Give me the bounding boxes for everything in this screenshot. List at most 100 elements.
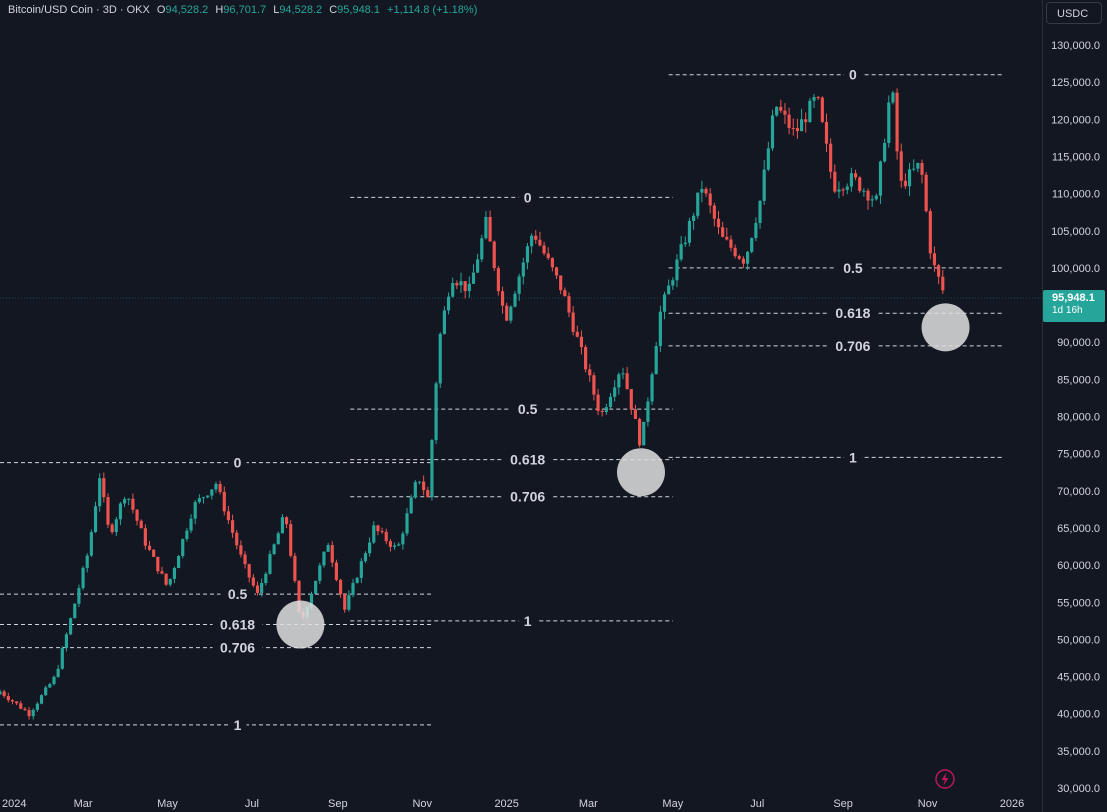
candle-body <box>787 114 791 128</box>
candle-body <box>509 306 513 321</box>
candle-body <box>110 524 114 533</box>
candle-body <box>39 695 44 704</box>
candle-body <box>64 634 69 649</box>
close-key: C <box>329 4 338 16</box>
candle-body <box>413 482 417 498</box>
candle-body <box>941 276 945 291</box>
candle-body <box>405 513 409 534</box>
candle-body <box>438 333 442 384</box>
candle-body <box>559 275 563 291</box>
candle-body <box>895 92 899 152</box>
candle-body <box>476 259 480 273</box>
candle-body <box>633 409 638 419</box>
candle-body <box>430 440 434 498</box>
candle-body <box>625 373 629 390</box>
candle-body <box>654 346 658 375</box>
fib-level-label: 0.706 <box>835 338 870 354</box>
candle-body <box>388 541 392 547</box>
candle-body <box>210 489 214 496</box>
candle-body <box>770 115 775 149</box>
candle-body <box>667 285 671 295</box>
candle-body <box>853 173 858 178</box>
candle-body <box>766 148 770 170</box>
candle-body <box>874 195 878 200</box>
candle-body <box>351 582 355 596</box>
candle-body <box>459 281 463 286</box>
candle-body <box>264 573 268 583</box>
candle-body <box>363 553 368 562</box>
fib-level-label: 0.5 <box>518 401 538 417</box>
candle-body <box>231 520 235 533</box>
candle-body <box>920 162 924 175</box>
candle-body <box>725 236 729 240</box>
fib-level-label: 0 <box>234 455 242 471</box>
candle-body <box>446 296 451 311</box>
bar-countdown: 1d 16h <box>1052 305 1083 316</box>
candle-body <box>309 593 314 608</box>
candle-body <box>733 247 737 257</box>
fib-label-backdrop <box>827 337 878 354</box>
candle-body <box>185 530 189 540</box>
currency-button[interactable]: USDC <box>1046 2 1102 24</box>
y-tick-label: 30,000.0 <box>1057 783 1100 795</box>
candle-body <box>775 106 779 116</box>
x-tick-label: Nov <box>918 798 938 810</box>
candle-body <box>878 161 883 196</box>
high-key: H <box>215 4 224 16</box>
candle-body <box>372 525 376 543</box>
fib-level-label: 0.618 <box>510 452 545 468</box>
y-tick-label: 110,000.0 <box>1052 189 1100 201</box>
candle-body <box>471 272 476 284</box>
candle-body <box>77 588 81 604</box>
fib-label-backdrop <box>518 189 537 206</box>
candle-body <box>60 648 64 669</box>
fib-label-backdrop <box>502 451 553 468</box>
candle-body <box>31 709 35 717</box>
candle-body <box>284 517 289 525</box>
candle-body <box>530 235 534 247</box>
fib-label-backdrop <box>220 586 255 603</box>
candle-body <box>27 710 31 717</box>
candle-body <box>700 188 704 193</box>
x-tick-label: Sep <box>833 798 853 810</box>
open-value: 94,528.2 <box>165 4 209 16</box>
candle-body <box>812 96 816 101</box>
candle-body <box>858 177 862 191</box>
candle-body <box>679 244 683 260</box>
candle-body <box>392 545 397 547</box>
highlight-marker <box>616 448 665 497</box>
candle-body <box>417 481 422 483</box>
candle-body <box>168 578 172 585</box>
candle-body <box>251 577 255 586</box>
candle-body <box>808 100 812 123</box>
lightning-icon[interactable] <box>934 768 956 790</box>
candle-body <box>73 603 77 619</box>
candle-body <box>2 691 6 697</box>
candle-body <box>326 545 330 552</box>
candle-body <box>160 571 164 574</box>
candle-body <box>397 544 401 546</box>
candle-body <box>368 542 372 554</box>
x-tick-label: 2025 <box>494 798 518 810</box>
candle-body <box>907 169 912 187</box>
candle-body <box>480 238 484 260</box>
candle-body <box>177 555 181 569</box>
candle-body <box>750 237 754 252</box>
candle-body <box>600 410 604 413</box>
candle-body <box>550 258 554 268</box>
candle-body <box>741 258 746 264</box>
candle-body <box>193 502 197 519</box>
fib-label-backdrop <box>843 66 862 83</box>
x-tick-label: Sep <box>328 798 348 810</box>
candle-body <box>891 92 895 103</box>
candle-body <box>10 700 15 702</box>
candle-body <box>434 383 438 441</box>
candle-body <box>89 532 93 556</box>
candle-body <box>683 242 687 245</box>
candle-body <box>106 497 110 525</box>
fib-level-label: 0.706 <box>510 489 545 505</box>
change-value: +1,114.8 (+1.18%) <box>387 4 478 16</box>
fib-level-label: 0.5 <box>843 260 863 276</box>
candle-body <box>841 189 845 191</box>
